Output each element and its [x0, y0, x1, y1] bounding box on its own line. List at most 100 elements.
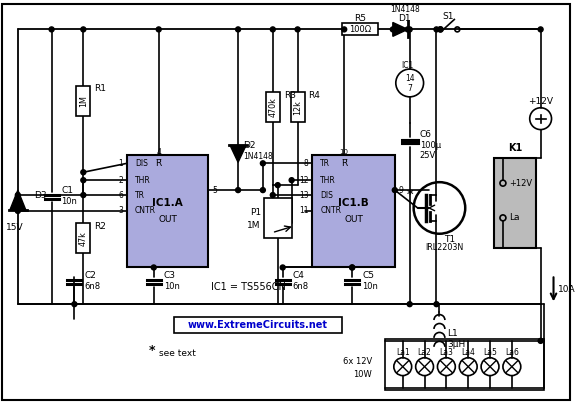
Text: 100Ω: 100Ω — [349, 25, 371, 34]
Text: 10n: 10n — [164, 282, 179, 291]
Circle shape — [260, 161, 265, 166]
Text: La5: La5 — [483, 348, 497, 357]
Text: +12V: +12V — [509, 179, 532, 187]
Text: 6n8: 6n8 — [84, 282, 100, 291]
Text: D2: D2 — [243, 141, 256, 150]
Circle shape — [538, 27, 543, 32]
Circle shape — [260, 187, 265, 193]
Text: OUT: OUT — [158, 215, 177, 224]
Text: 1N4148: 1N4148 — [390, 5, 419, 14]
Text: 7: 7 — [407, 84, 412, 93]
Text: 15V: 15V — [6, 223, 24, 232]
Text: IC1.B: IC1.B — [338, 198, 369, 208]
Circle shape — [49, 27, 54, 32]
Circle shape — [16, 193, 20, 198]
Text: R2: R2 — [94, 222, 106, 231]
Circle shape — [295, 27, 300, 32]
Bar — [76, 223, 90, 253]
Text: La4: La4 — [461, 348, 475, 357]
Text: TR: TR — [320, 159, 331, 168]
Polygon shape — [393, 23, 408, 36]
Circle shape — [270, 27, 275, 32]
Circle shape — [391, 27, 395, 32]
Text: 1M: 1M — [248, 221, 261, 230]
Text: www.ExtremeCircuits.net: www.ExtremeCircuits.net — [188, 320, 328, 330]
Circle shape — [81, 193, 86, 198]
Text: 6n8: 6n8 — [293, 282, 309, 291]
Circle shape — [289, 178, 294, 183]
Text: R4: R4 — [309, 91, 320, 100]
Circle shape — [151, 265, 156, 270]
Text: *: * — [148, 344, 155, 357]
Text: 1N4148: 1N4148 — [243, 152, 273, 161]
Bar — [342, 23, 378, 35]
Circle shape — [235, 187, 241, 193]
Text: C5: C5 — [362, 271, 374, 280]
Text: La2: La2 — [418, 348, 432, 357]
Bar — [264, 198, 291, 238]
Text: 13: 13 — [299, 191, 309, 200]
Polygon shape — [230, 145, 246, 162]
Text: IC1.A: IC1.A — [152, 198, 183, 208]
Text: 10W: 10W — [353, 370, 372, 379]
Circle shape — [438, 27, 443, 32]
Text: 1M: 1M — [79, 95, 88, 107]
Text: R1: R1 — [94, 84, 106, 93]
Text: R̅: R̅ — [156, 159, 162, 168]
Text: R̅: R̅ — [341, 159, 347, 168]
Text: DIS: DIS — [135, 159, 148, 168]
Text: 10n: 10n — [62, 196, 77, 206]
Text: DIS: DIS — [320, 191, 334, 200]
Circle shape — [270, 193, 275, 198]
Text: IC1 = TS556CN: IC1 = TS556CN — [211, 282, 286, 292]
Text: R5: R5 — [354, 14, 366, 23]
Text: 2: 2 — [118, 176, 123, 185]
Bar — [313, 156, 395, 267]
Text: 47k: 47k — [79, 231, 88, 246]
Text: La: La — [509, 213, 519, 222]
Text: 8: 8 — [304, 159, 309, 168]
Text: +12V: +12V — [528, 97, 553, 106]
Text: 10: 10 — [340, 149, 349, 156]
Text: La6: La6 — [505, 348, 519, 357]
Text: K1: K1 — [508, 143, 522, 154]
Polygon shape — [10, 190, 26, 210]
Circle shape — [235, 27, 241, 32]
Text: C2: C2 — [84, 271, 96, 280]
Text: D3: D3 — [33, 191, 46, 200]
Circle shape — [280, 265, 285, 270]
Text: 25V: 25V — [419, 151, 436, 160]
Text: L1: L1 — [447, 329, 458, 339]
Text: CNTR: CNTR — [135, 206, 156, 215]
Text: C6: C6 — [419, 130, 432, 139]
Circle shape — [407, 302, 412, 307]
Text: 6: 6 — [118, 191, 123, 200]
Text: La1: La1 — [396, 348, 410, 357]
Text: 10n: 10n — [362, 282, 378, 291]
Bar — [494, 158, 535, 248]
Text: see text: see text — [159, 349, 196, 358]
Text: R3: R3 — [284, 91, 295, 100]
Text: C4: C4 — [293, 271, 305, 280]
Circle shape — [156, 27, 161, 32]
Bar — [385, 339, 544, 391]
Bar — [291, 93, 305, 122]
Text: 3: 3 — [118, 206, 123, 215]
Text: 6x 12V: 6x 12V — [343, 357, 372, 366]
Circle shape — [72, 302, 77, 307]
Text: 5: 5 — [212, 185, 217, 195]
Text: IRL2203N: IRL2203N — [426, 243, 464, 252]
Text: 100μ: 100μ — [419, 141, 441, 150]
Text: P1: P1 — [250, 208, 261, 217]
Text: 10A: 10A — [557, 285, 575, 294]
Text: TR: TR — [135, 191, 145, 200]
Circle shape — [350, 265, 355, 270]
Circle shape — [405, 27, 410, 32]
Circle shape — [16, 208, 20, 213]
Bar — [76, 86, 90, 116]
Circle shape — [434, 302, 439, 307]
Text: THR: THR — [320, 176, 336, 185]
Circle shape — [342, 27, 347, 32]
Circle shape — [407, 27, 412, 32]
Text: 12: 12 — [299, 176, 309, 185]
